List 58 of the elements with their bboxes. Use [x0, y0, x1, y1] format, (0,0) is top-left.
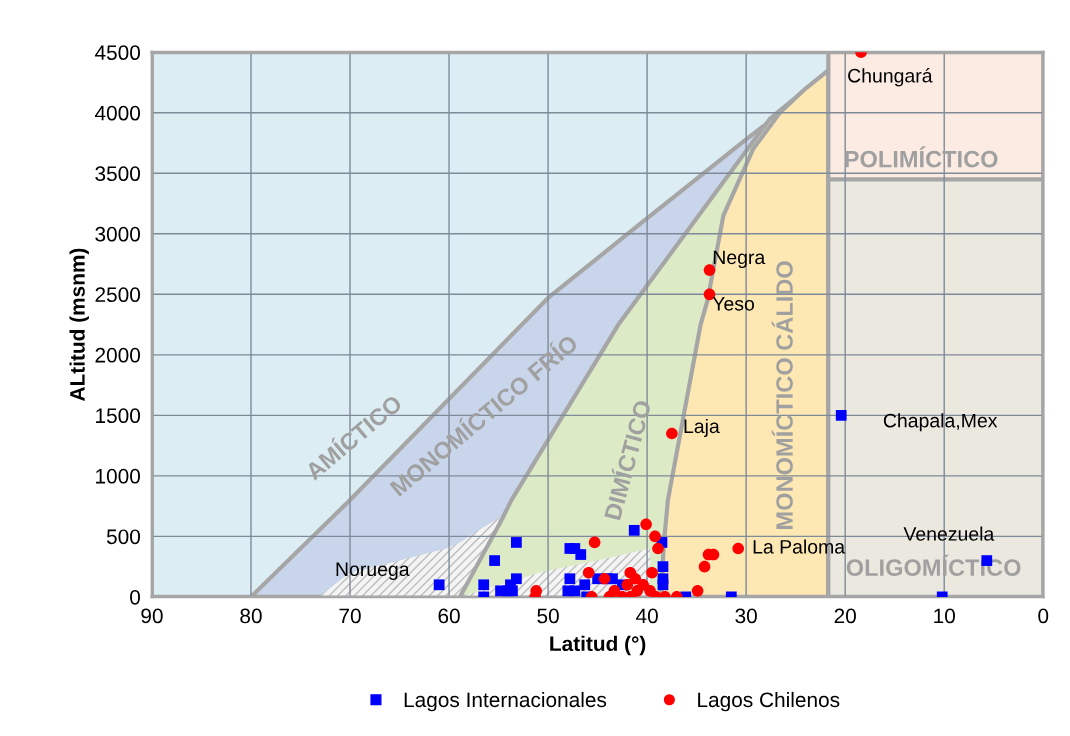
annotation: Noruega	[336, 562, 410, 580]
y-tick-label: 4500	[94, 45, 141, 61]
point	[507, 585, 518, 597]
x-axis-title: Latitud (°)	[550, 635, 646, 656]
x-tick-label: 50	[537, 608, 559, 624]
point	[575, 549, 587, 560]
x-tick-label: 40	[636, 608, 658, 624]
point	[646, 566, 658, 579]
point	[657, 579, 669, 591]
point	[569, 585, 581, 597]
point	[835, 409, 847, 421]
y-tick-label: 0	[130, 589, 141, 605]
y-tick-label: 2000	[95, 347, 141, 363]
y-tick-label: 1000	[96, 468, 141, 484]
point	[666, 427, 678, 440]
annotation: Venezuela	[903, 526, 995, 541]
annotation: MONOMÍCTICO CÁLIDO	[771, 261, 793, 529]
point	[489, 555, 500, 566]
point	[511, 537, 522, 548]
annotation: Chapala,Mex	[883, 413, 998, 432]
point	[579, 579, 591, 591]
x-tick-label: 20	[834, 608, 856, 624]
point	[657, 561, 669, 573]
y-tick-label: 3000	[95, 226, 141, 242]
x-tick-label: 0	[1038, 608, 1049, 624]
point	[598, 572, 611, 585]
point	[649, 530, 661, 543]
annotation: Chungará	[848, 68, 933, 87]
x-tick-label: 60	[438, 608, 460, 624]
x-tick-label: 90	[141, 608, 163, 624]
point	[703, 264, 716, 276]
point	[582, 566, 595, 579]
annotation: La Paloma	[753, 539, 846, 554]
point	[564, 573, 576, 585]
point	[621, 578, 634, 591]
point	[588, 536, 601, 549]
y-tick-label: 500	[106, 529, 141, 545]
annotation: Negra	[713, 250, 766, 269]
point	[628, 524, 640, 536]
x-tick-label: 80	[240, 608, 262, 624]
annotation: Yeso	[712, 297, 755, 311]
x-tick-label: 30	[735, 608, 757, 624]
y-tick-label: 3500	[95, 166, 141, 182]
x-tick-label: 10	[934, 608, 955, 624]
y-tick-label: 4000	[94, 105, 141, 121]
point	[732, 542, 745, 555]
annotation: Laja	[684, 418, 720, 438]
point	[433, 579, 445, 591]
y-tick-label: 1500	[96, 408, 141, 424]
x-tick-label: 70	[339, 608, 361, 624]
point	[478, 579, 490, 591]
point	[691, 585, 704, 597]
point	[698, 560, 711, 573]
legend-label: Lagos Internacionales	[404, 691, 607, 712]
point	[652, 542, 664, 555]
legend-label: Lagos Chilenos	[698, 691, 840, 712]
y-axis-title: ALtitud (msnm)	[69, 248, 89, 402]
y-tick-label: 2500	[95, 287, 141, 303]
